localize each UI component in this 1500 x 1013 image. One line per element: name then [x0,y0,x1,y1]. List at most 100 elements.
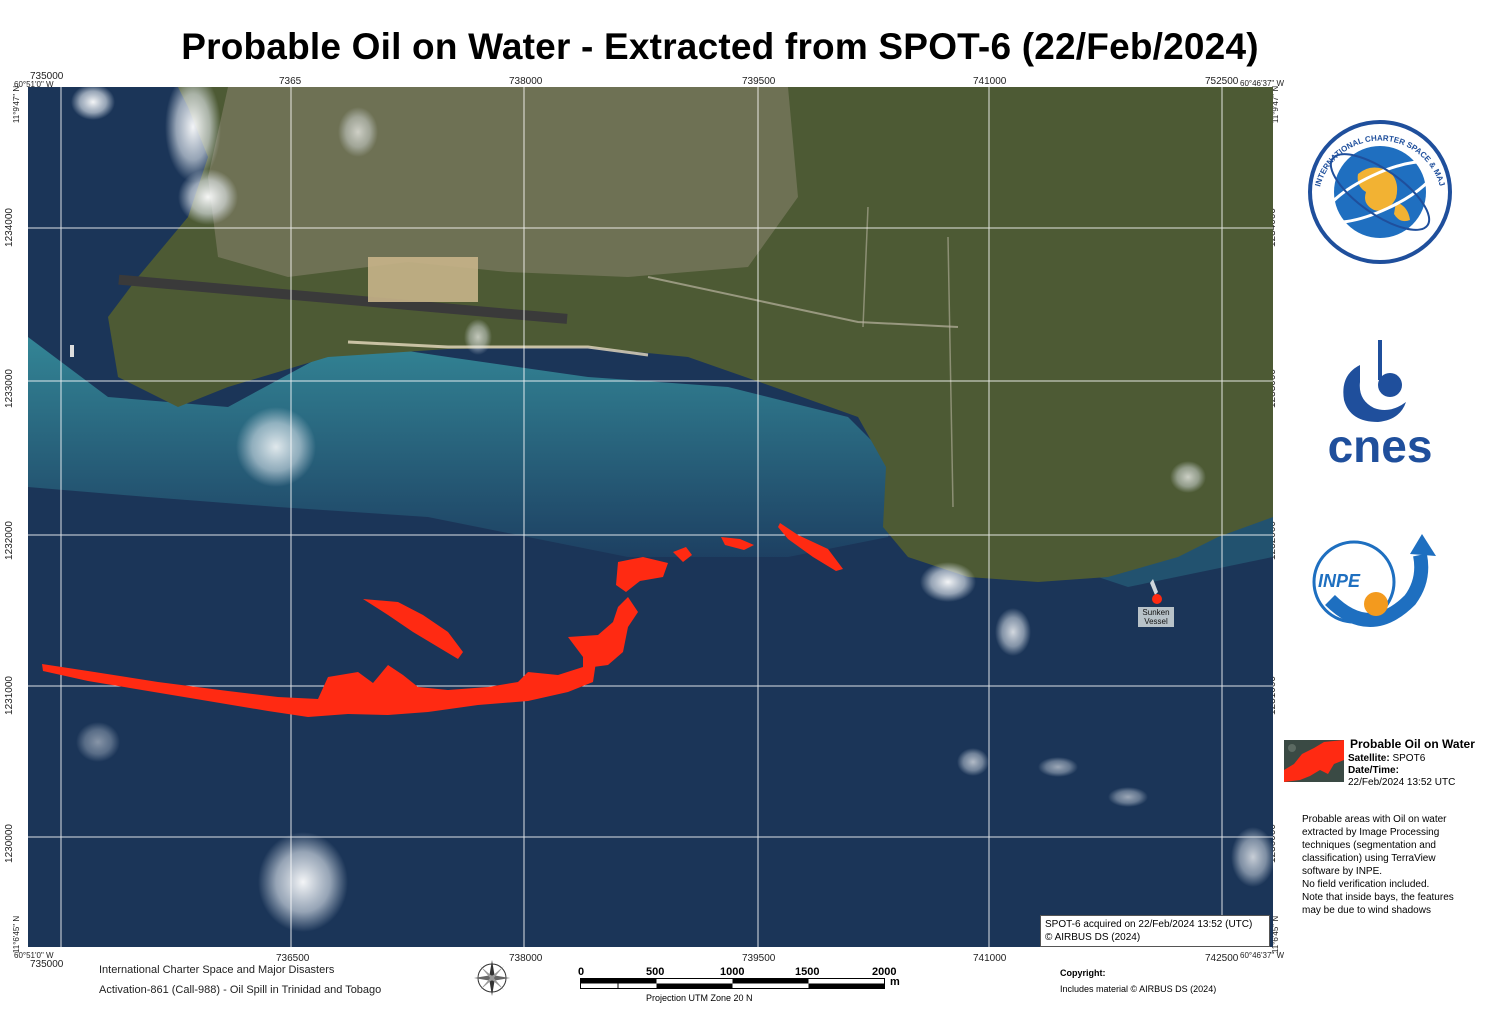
ship [70,345,74,357]
grid-left-label: 1230000 [3,824,15,863]
cloud [165,87,221,182]
grid-left-label: 1234000 [3,208,15,247]
map-title: Probable Oil on Water - Extracted from S… [181,26,1259,67]
cloud [1231,827,1273,887]
legend-description-line: Probable areas with Oil on water [1302,814,1447,825]
grid-bottom-label: 739500 [742,953,776,964]
footer-charter: International Charter Space and Major Di… [99,964,335,976]
legend-description-line: No field verification included. [1302,879,1430,890]
cloud [258,832,348,932]
legend-description-line: may be due to wind shadows [1302,905,1431,916]
airport-apron [368,257,478,302]
oil-slick [42,657,596,717]
cloud [71,87,115,120]
cloud [1038,757,1078,777]
oil-slick [721,537,754,550]
grid-top-label: 741000 [973,76,1007,87]
corner-bottom-right-lon: 60°46'37" W [1240,951,1285,960]
legend-datetime-label: Date/Time: [1348,765,1399,776]
copyright-title: Copyright: [1060,968,1106,978]
legend-description-line: classification) using TerraView [1302,853,1436,864]
grid-bottom-label: 736500 [276,953,310,964]
legend-description-line: Note that inside bays, the features [1302,892,1454,903]
road [862,206,869,328]
scale-label: 2000 [872,966,897,978]
legend-description-line: software by INPE. [1302,866,1383,877]
coordinate-grid [28,87,1273,947]
scale-label: 500 [646,966,665,978]
scale-label: 1000 [720,966,745,978]
grid-left-label: 1231000 [3,676,15,715]
acquisition-info-box: SPOT-6 acquired on 22/Feb/2024 13:52 (UT… [1040,915,1270,947]
corner-top-left-lon: 60°51'0" W [14,80,54,89]
cloud [338,107,378,157]
legend-description: Probable areas with Oil on water extract… [1302,813,1487,917]
oil-slick [616,557,668,592]
sunken-vessel-label-line: Sunken [1142,608,1170,617]
legend-satellite-label: Satellite: [1348,753,1390,764]
corner-bottom-left-lon: 60°51'0" W [14,951,54,960]
grid-top-label: 739500 [742,76,776,87]
legend-datetime-value: 22/Feb/2024 13:52 UTC [1348,777,1456,788]
legend-title: Probable Oil on Water [1350,737,1475,751]
beach [347,340,649,357]
town-area [208,87,798,277]
road [947,236,954,508]
legend-description-line: techniques (segmentation and [1302,840,1436,851]
oil-slick [363,599,463,659]
inpe-logo: INPE [1310,530,1450,640]
scale-bar [580,978,890,992]
grid-bottom-label: 735000 [30,959,64,970]
scale-label: 0 [578,966,585,978]
oil-slicks [42,523,843,717]
shallow-water [28,337,898,557]
grid-top-label: 738000 [509,76,543,87]
acquisition-line: SPOT-6 acquired on 22/Feb/2024 13:52 (UT… [1045,919,1253,930]
oil-slick [673,547,692,562]
cloud [76,722,120,762]
north-arrow-icon [472,958,512,998]
grid-top-label: 7365 [279,76,302,87]
sunken-vessel-label-line: Vessel [1144,617,1168,626]
cloud [1108,787,1148,807]
legend-satellite-value: SPOT6 [1392,753,1426,764]
footer-activation: Activation-861 (Call-988) - Oil Spill in… [99,984,382,996]
grid-left-label: 1233000 [3,369,15,408]
cloud [1170,461,1206,493]
legend-description-line: extracted by Image Processing [1302,827,1440,838]
cnes-logo: cnes [1300,330,1460,472]
map-canvas [28,87,1273,947]
cloud [957,748,989,776]
projection-label: Projection UTM Zone 20 N [646,993,753,1003]
charter-logo: INTERNATIONAL CHARTER SPACE & MAJOR DISA… [1297,95,1460,282]
grid-bottom-label: 741000 [973,953,1007,964]
inpe-wordmark: INPE [1318,571,1361,591]
sunken-vessel-label: Sunken Vessel [1138,607,1174,627]
oil-slick [790,532,818,554]
oil-slick [568,597,638,667]
lat-bottom-left: 11°6'45" N [12,915,22,954]
cloud [178,169,238,225]
grid-left-label: 1232000 [3,521,15,560]
grid-top-label: 752500 [1205,76,1239,87]
cloud [464,319,492,355]
cloud [236,407,316,487]
airport-runway [118,274,568,324]
sunken-vessel-marker [1152,594,1162,604]
copyright-text: Includes material © AIRBUS DS (2024) [1060,984,1217,994]
scale-label: 1500 [795,966,820,978]
legend-satellite: Satellite: SPOT6 [1348,753,1425,764]
cnes-wordmark: cnes [1328,420,1433,470]
corner-top-right-lon: 60°46'37" W [1240,79,1285,88]
legend-thumbnail [1284,740,1344,782]
cloud [995,608,1031,656]
vessel-wreck [1150,579,1158,595]
acquisition-copyright: © AIRBUS DS (2024) [1045,932,1141,943]
grid-top-label: 735000 [30,71,64,82]
cloud [920,562,976,602]
scale-unit: m [890,976,900,988]
satellite-map[interactable] [28,87,1273,947]
grid-bottom-label: 742500 [1205,953,1239,964]
grid-bottom-label: 738000 [509,953,543,964]
road [647,276,959,328]
